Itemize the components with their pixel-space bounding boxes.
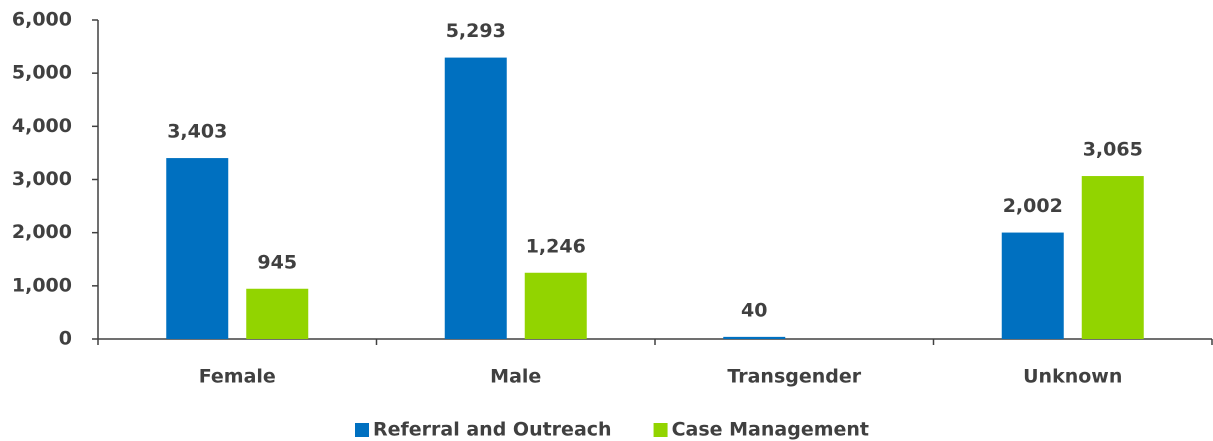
data-label: 1,246 bbox=[526, 235, 586, 257]
y-tick-label: 1,000 bbox=[12, 274, 72, 296]
y-tick-label: 4,000 bbox=[12, 115, 72, 137]
y-tick-label: 6,000 bbox=[12, 9, 72, 31]
data-label: 40 bbox=[741, 299, 767, 321]
bar bbox=[723, 336, 786, 339]
x-tick-label: Unknown bbox=[1023, 366, 1122, 388]
legend-swatch bbox=[355, 423, 369, 437]
legend-label: Case Management bbox=[672, 419, 869, 441]
data-label: 2,002 bbox=[1003, 195, 1063, 217]
bar bbox=[1001, 232, 1064, 339]
bar bbox=[524, 272, 587, 339]
data-label: 5,293 bbox=[446, 20, 506, 42]
x-tick-label: Male bbox=[490, 366, 541, 388]
bar bbox=[444, 57, 507, 339]
bar bbox=[166, 158, 229, 339]
x-tick-label: Female bbox=[199, 366, 276, 388]
bar bbox=[246, 288, 309, 339]
y-tick-label: 3,000 bbox=[12, 168, 72, 190]
data-label: 3,403 bbox=[167, 121, 227, 143]
x-tick-label: Transgender bbox=[727, 366, 861, 388]
y-tick-label: 5,000 bbox=[12, 62, 72, 84]
bar bbox=[1081, 176, 1144, 339]
legend-swatch bbox=[653, 423, 668, 437]
y-tick-label: 0 bbox=[59, 328, 72, 350]
data-label: 3,065 bbox=[1083, 139, 1143, 161]
y-tick-label: 2,000 bbox=[12, 221, 72, 243]
legend-label: Referral and Outreach bbox=[373, 419, 612, 441]
data-label: 945 bbox=[257, 251, 297, 273]
